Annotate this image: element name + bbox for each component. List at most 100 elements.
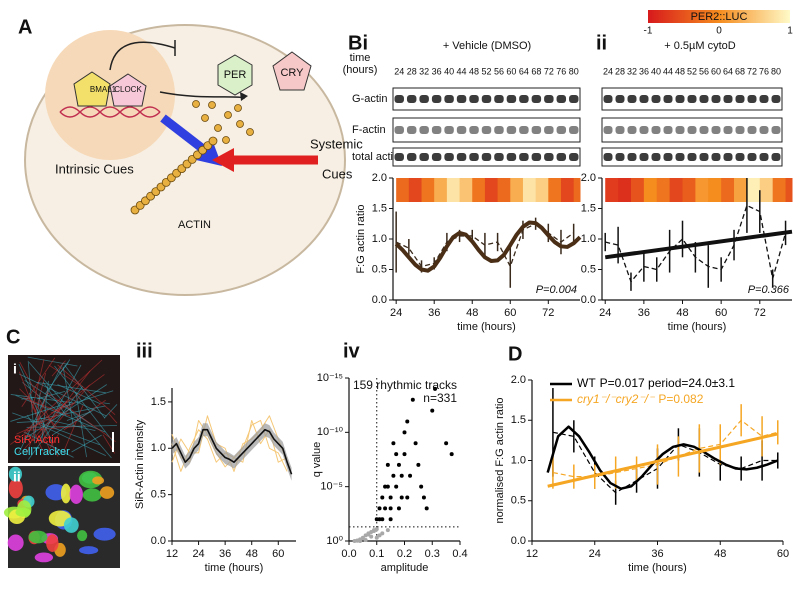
heat-cell xyxy=(656,178,671,202)
bmal1-label: BMAL1 xyxy=(90,85,117,94)
point xyxy=(374,517,379,522)
y-tick-label: 2.0 xyxy=(372,172,387,184)
heat-cell xyxy=(618,178,632,202)
blot-band xyxy=(675,153,685,161)
texture xyxy=(71,434,102,453)
heat-cell xyxy=(605,178,619,202)
heat-cell xyxy=(535,178,549,202)
panel-label: C xyxy=(6,326,20,348)
blot-time-label: (hours) xyxy=(343,64,378,76)
panel-label: iii xyxy=(136,340,153,362)
heat-cell xyxy=(708,178,722,202)
blot-band xyxy=(651,126,661,134)
lane-label: 52 xyxy=(481,66,491,76)
actin-filament xyxy=(130,100,254,215)
point xyxy=(408,473,413,478)
cell-blob xyxy=(79,546,99,555)
blot-band xyxy=(735,126,745,134)
point xyxy=(394,452,399,457)
lane-label: 32 xyxy=(627,66,637,76)
legend-label: WT xyxy=(577,376,596,390)
blot-band xyxy=(419,95,429,103)
lane-label: 44 xyxy=(457,66,467,76)
blot-band xyxy=(544,95,554,103)
blot-band xyxy=(747,95,757,103)
blot-band xyxy=(544,153,554,161)
blot-row-label: F-actin xyxy=(352,124,386,136)
annotation: n=331 xyxy=(423,391,457,405)
heat-cell xyxy=(772,178,787,202)
cell-blob xyxy=(69,484,83,505)
colorbar-tick: 0 xyxy=(716,26,722,37)
cell-blob xyxy=(8,466,23,482)
texture xyxy=(108,413,118,424)
cell-blob xyxy=(60,483,71,504)
x-tick-label: 72 xyxy=(542,307,554,319)
legend-label: cry1⁻/⁻cry2⁻/⁻ xyxy=(577,392,656,406)
x-tick-label: 36 xyxy=(638,307,650,319)
panel-label: i xyxy=(13,361,17,377)
heat-cell xyxy=(734,178,748,202)
blot-band xyxy=(444,95,454,103)
texture xyxy=(21,397,35,400)
point xyxy=(413,441,418,446)
annotation: P=0.366 xyxy=(748,284,790,296)
blot-band xyxy=(569,126,579,134)
blot-band xyxy=(444,153,454,161)
blot-band xyxy=(615,95,625,103)
systemic-label: Systemic xyxy=(310,136,363,151)
texture xyxy=(16,420,44,423)
cell-blob xyxy=(77,530,88,542)
texture xyxy=(62,366,74,426)
annotation: P=0.004 xyxy=(536,284,577,296)
heat-cell xyxy=(785,178,793,202)
blot-band xyxy=(531,126,542,134)
cell-blob xyxy=(7,534,24,551)
heat-cell xyxy=(573,178,581,202)
blot-band xyxy=(469,95,479,103)
blot-band xyxy=(711,153,721,161)
point xyxy=(380,517,385,522)
blot-band xyxy=(603,95,613,103)
inhibition-arrow xyxy=(109,40,176,71)
lane-label: 28 xyxy=(615,66,625,76)
diagram-a: BMAL1 CLOCK PER CRY Intrinsic Cues ACTIN… xyxy=(24,24,363,296)
blot-band xyxy=(481,153,492,161)
x-tick-label: 0.3 xyxy=(425,548,440,560)
y-tick-label: 1.0 xyxy=(581,233,596,245)
blot-band xyxy=(711,95,721,103)
y-tick-label: 1.0 xyxy=(151,442,166,454)
lane-label: 68 xyxy=(735,66,745,76)
point xyxy=(421,495,426,500)
blot-band xyxy=(663,95,673,103)
point xyxy=(355,538,360,543)
lane-label: 44 xyxy=(663,66,673,76)
blot-band xyxy=(569,95,579,103)
cell-blob xyxy=(34,552,54,563)
lane-label: 64 xyxy=(723,66,733,76)
actin-bead xyxy=(214,124,222,132)
point xyxy=(405,419,410,424)
legend-note: P=0.082 xyxy=(658,392,703,406)
blot-band xyxy=(759,95,769,103)
blot-band xyxy=(771,95,781,103)
blot-time-label: time xyxy=(350,52,371,64)
x-tick-label: 60 xyxy=(777,548,789,560)
actin-bead xyxy=(192,100,200,108)
line xyxy=(604,229,793,260)
lane-label: 28 xyxy=(407,66,417,76)
line xyxy=(171,428,293,475)
heat-cell xyxy=(630,178,645,202)
blot-band xyxy=(651,153,661,161)
point xyxy=(380,531,385,536)
blot-band xyxy=(494,95,504,103)
heat-cell xyxy=(472,178,486,202)
condition-label: + Vehicle (DMSO) xyxy=(443,40,531,52)
y-tick-label: 0.0 xyxy=(581,294,596,306)
lane-label: 40 xyxy=(651,66,661,76)
blot-band xyxy=(723,153,733,161)
texture xyxy=(57,384,101,405)
blot-band xyxy=(544,126,554,134)
x-tick-label: 60 xyxy=(272,548,284,560)
